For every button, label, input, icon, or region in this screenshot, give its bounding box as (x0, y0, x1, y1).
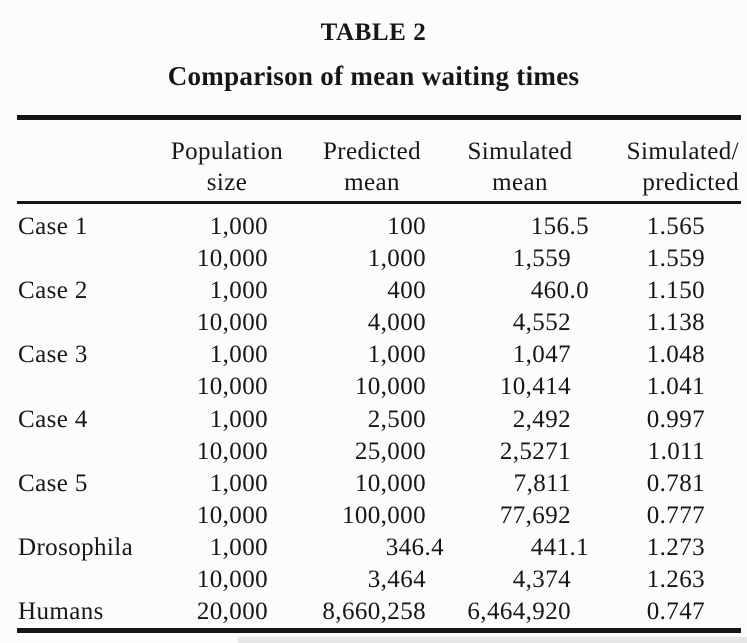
simulated-mean-cell: 156.5 (530, 213, 589, 240)
row-label-cell (0, 436, 160, 468)
table-row: Case 1 1,000 100 156.5 1.565 (0, 211, 747, 243)
simulated-mean-cell: 6,464,920 (467, 598, 571, 626)
simulated-mean-cell: 460.0 (530, 277, 589, 305)
simulated-mean-cell: 77,692 (499, 501, 571, 529)
scan-artifact (238, 637, 747, 643)
predicted-mean-cell: 100,000 (341, 501, 426, 529)
predicted-mean-cell: 346.4 (385, 533, 444, 561)
simulated-mean-cell: 7,811 (513, 469, 571, 497)
table-row: 10,000 100,000 77,692 0.777 (0, 500, 747, 532)
table-row: 10,000 10,000 10,414 1.041 (0, 371, 747, 403)
ratio-cell: 1.150 (646, 277, 705, 305)
table-number-title: TABLE 2 (320, 19, 427, 46)
simulated-mean-cell: 1,047 (512, 341, 571, 369)
table-row: 10,000 1,000 1,559 1.559 (0, 243, 747, 275)
ratio-cell: 1.565 (646, 213, 705, 240)
ratio-cell: 1.041 (646, 373, 705, 401)
row-label-cell: Case 4 (18, 405, 88, 433)
bottom-rule (17, 628, 741, 633)
predicted-mean-cell: 400 (387, 277, 426, 305)
simulated-mean-cell: 4,374 (512, 566, 571, 594)
row-label-cell: Case 3 (18, 341, 88, 369)
ratio-cell: 1.273 (646, 533, 705, 561)
predicted-mean-cell: 2,500 (367, 405, 426, 433)
header-rule (17, 201, 741, 204)
population-size-cell: 1,000 (209, 341, 268, 369)
population-size-cell: 20,000 (196, 598, 268, 626)
row-label-cell (0, 371, 160, 403)
table-row: 10,000 4,000 4,552 1.138 (0, 307, 747, 339)
table-row: Humans 20,000 8,660,258 6,464,920 0.747 (0, 596, 747, 628)
header-line-2: mean (492, 169, 548, 196)
table-body: Case 1 1,000 100 156.5 1.565 10,000 1,00… (0, 211, 747, 628)
table-row: 10,000 3,464 4,374 1.263 (0, 564, 747, 596)
column-header-simulated-mean: Simulated mean (430, 136, 610, 198)
simulated-mean-cell: 1,559 (512, 245, 571, 273)
ratio-cell: 1.011 (647, 437, 705, 465)
predicted-mean-cell: 3,464 (367, 566, 426, 594)
row-label-cell (0, 307, 160, 339)
header-line-1: Simulated/ (626, 138, 739, 165)
ratio-cell: 0.781 (646, 469, 705, 497)
simulated-mean-cell: 4,552 (512, 309, 571, 337)
table-row: Case 2 1,000 400 460.0 1.150 (0, 275, 747, 307)
row-label-cell: Drosophila (18, 533, 134, 561)
table-row: Drosophila 1,000 346.4 441.1 1.273 (0, 532, 747, 564)
population-size-cell: 1,000 (209, 277, 268, 305)
column-header-simulated-predicted-ratio: Simulated/ predicted (539, 136, 739, 198)
predicted-mean-cell: 10,000 (354, 469, 426, 497)
header-line-1: Simulated (467, 138, 573, 165)
row-label-cell: Humans (18, 598, 104, 626)
row-label-cell (0, 243, 160, 275)
ratio-cell: 0.747 (646, 598, 705, 626)
simulated-mean-cell: 441.1 (530, 533, 589, 561)
table-row: Case 3 1,000 1,000 1,047 1.048 (0, 339, 747, 371)
predicted-mean-cell: 25,000 (354, 437, 426, 465)
predicted-mean-cell: 8,660,258 (322, 598, 426, 626)
ratio-cell: 1.559 (646, 245, 705, 273)
predicted-mean-cell: 1,000 (367, 341, 426, 369)
population-size-cell: 1,000 (209, 533, 268, 561)
simulated-mean-cell: 10,414 (499, 373, 571, 401)
predicted-mean-cell: 1,000 (367, 245, 426, 273)
population-size-cell: 1,000 (209, 213, 268, 240)
table-row: Case 5 1,000 10,000 7,811 0.781 (0, 468, 747, 500)
predicted-mean-cell: 4,000 (367, 309, 426, 337)
table-row: Case 4 1,000 2,500 2,492 0.997 (0, 404, 747, 436)
top-rule (17, 115, 741, 120)
ratio-cell: 1.048 (646, 341, 705, 369)
header-line-1: Population (170, 138, 284, 165)
predicted-mean-cell: 10,000 (354, 373, 426, 401)
predicted-mean-cell: 100 (387, 213, 426, 240)
row-label-cell: Case 2 (18, 277, 88, 305)
column-header-population-size: Population size (137, 136, 317, 198)
simulated-mean-cell: 2,492 (512, 405, 571, 433)
ratio-cell: 0.777 (646, 501, 705, 529)
header-line-2: size (206, 169, 248, 196)
ratio-cell: 0.997 (646, 405, 705, 433)
header-line-1: Predicted (322, 138, 421, 165)
table-row: 10,000 25,000 2,5271 1.011 (0, 436, 747, 468)
row-label-cell: Case 1 (18, 213, 88, 240)
simulated-mean-cell: 2,5271 (499, 437, 571, 465)
population-size-cell: 10,000 (196, 501, 268, 529)
header-line-2: predicted (642, 169, 739, 196)
population-size-cell: 1,000 (209, 405, 268, 433)
header-line-2: mean (344, 169, 400, 196)
population-size-cell: 10,000 (196, 566, 268, 594)
table-caption: Comparison of mean waiting times (167, 61, 580, 91)
row-label-cell: Case 5 (18, 469, 88, 497)
row-label-cell (0, 500, 160, 532)
population-size-cell: 10,000 (196, 373, 268, 401)
row-label-cell (0, 564, 160, 596)
ratio-cell: 1.138 (646, 309, 705, 337)
column-header-predicted-mean: Predicted mean (282, 136, 462, 198)
population-size-cell: 10,000 (196, 309, 268, 337)
ratio-cell: 1.263 (646, 566, 705, 594)
population-size-cell: 10,000 (196, 437, 268, 465)
population-size-cell: 1,000 (209, 469, 268, 497)
population-size-cell: 10,000 (196, 245, 268, 273)
